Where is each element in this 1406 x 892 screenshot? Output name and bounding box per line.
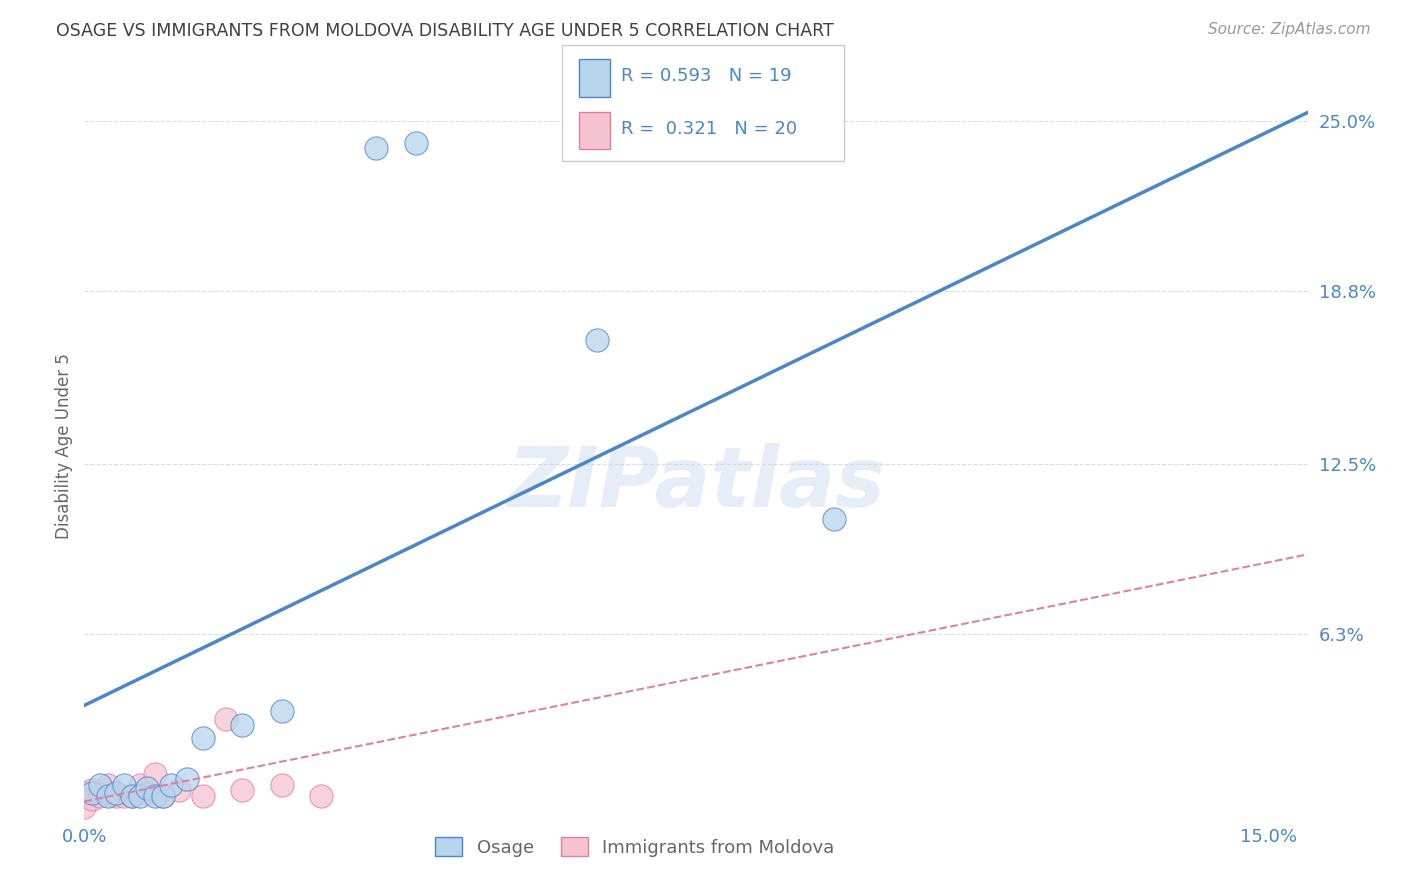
Point bbox=[405, 136, 427, 150]
Text: Source: ZipAtlas.com: Source: ZipAtlas.com bbox=[1208, 22, 1371, 37]
Point bbox=[112, 778, 135, 792]
Point bbox=[823, 512, 845, 526]
Point bbox=[97, 786, 120, 800]
Point bbox=[104, 789, 127, 803]
Point bbox=[167, 783, 190, 797]
Point bbox=[82, 783, 104, 797]
Point bbox=[176, 772, 198, 787]
Legend: Osage, Immigrants from Moldova: Osage, Immigrants from Moldova bbox=[427, 830, 842, 864]
Point bbox=[152, 789, 174, 803]
Point bbox=[82, 791, 104, 805]
Point bbox=[309, 789, 332, 803]
Point bbox=[128, 789, 150, 803]
Text: R =  0.321   N = 20: R = 0.321 N = 20 bbox=[621, 120, 797, 138]
Point bbox=[89, 789, 111, 803]
Point bbox=[270, 704, 292, 718]
Point bbox=[215, 712, 238, 726]
Text: ZIPatlas: ZIPatlas bbox=[508, 443, 884, 524]
Point bbox=[231, 783, 253, 797]
Point bbox=[97, 778, 120, 792]
Point bbox=[82, 786, 104, 800]
Point bbox=[128, 778, 150, 792]
Point bbox=[136, 786, 159, 800]
Text: OSAGE VS IMMIGRANTS FROM MOLDOVA DISABILITY AGE UNDER 5 CORRELATION CHART: OSAGE VS IMMIGRANTS FROM MOLDOVA DISABIL… bbox=[56, 22, 834, 40]
Point bbox=[104, 786, 127, 800]
Point bbox=[136, 780, 159, 795]
Point bbox=[191, 789, 214, 803]
Point bbox=[145, 767, 167, 781]
Point bbox=[112, 789, 135, 803]
Point bbox=[73, 800, 96, 814]
Point bbox=[270, 778, 292, 792]
Point bbox=[366, 141, 388, 155]
Point bbox=[89, 778, 111, 792]
Text: R = 0.593   N = 19: R = 0.593 N = 19 bbox=[621, 67, 792, 85]
Point bbox=[231, 717, 253, 731]
Point bbox=[191, 731, 214, 746]
Y-axis label: Disability Age Under 5: Disability Age Under 5 bbox=[55, 353, 73, 539]
Point bbox=[121, 789, 143, 803]
Point bbox=[145, 789, 167, 803]
Point bbox=[160, 778, 183, 792]
Point bbox=[586, 334, 609, 348]
Point bbox=[97, 789, 120, 803]
Point bbox=[152, 789, 174, 803]
Point bbox=[73, 786, 96, 800]
Point bbox=[121, 789, 143, 803]
